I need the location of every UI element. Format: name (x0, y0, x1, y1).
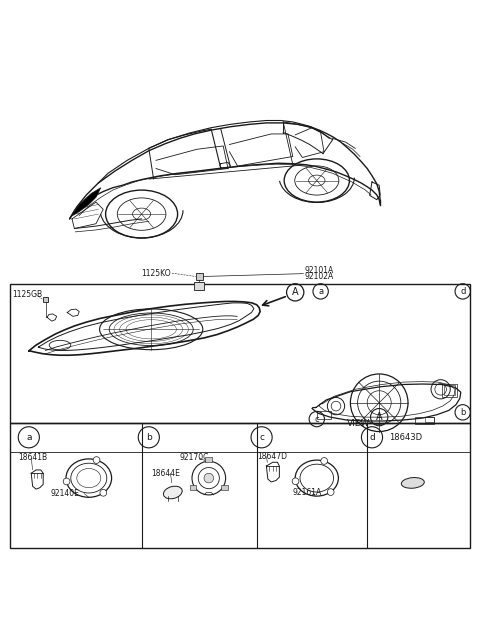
Ellipse shape (163, 486, 182, 499)
Bar (10, 284, 470, 423)
Polygon shape (70, 188, 101, 219)
Text: 1125GB: 1125GB (12, 290, 42, 299)
Ellipse shape (401, 478, 424, 488)
Text: b: b (460, 408, 466, 417)
Circle shape (204, 473, 214, 483)
Bar (317, 411, 331, 419)
Bar (190, 485, 196, 489)
Text: 18643D: 18643D (389, 432, 422, 442)
Text: a: a (318, 287, 323, 296)
Circle shape (93, 457, 100, 463)
Circle shape (292, 478, 299, 484)
Text: c: c (314, 414, 319, 424)
Text: 18647D: 18647D (257, 452, 287, 461)
Circle shape (63, 478, 70, 485)
Bar (425, 417, 434, 422)
Text: c: c (259, 432, 264, 442)
Text: 18644E: 18644E (151, 469, 180, 478)
Text: 92170C: 92170C (180, 454, 209, 462)
Bar (221, 485, 228, 489)
Text: A: A (292, 288, 299, 298)
Text: 92140E: 92140E (50, 489, 79, 498)
Circle shape (327, 489, 334, 496)
Text: a: a (26, 432, 32, 442)
Text: d: d (369, 432, 375, 442)
Bar (196, 273, 203, 280)
Bar (415, 417, 434, 424)
Bar (10, 423, 470, 548)
Text: 18641B: 18641B (18, 454, 48, 462)
Circle shape (321, 458, 327, 464)
Bar (442, 384, 457, 397)
Text: b: b (146, 432, 152, 442)
Text: VIEW: VIEW (347, 419, 370, 428)
Text: 92101A: 92101A (305, 266, 334, 275)
Text: d: d (460, 287, 466, 296)
Bar (43, 297, 48, 302)
Text: A: A (376, 412, 383, 422)
Circle shape (100, 489, 107, 496)
Bar (205, 458, 212, 462)
Text: 1125KO: 1125KO (141, 269, 170, 278)
Text: 92161A: 92161A (293, 488, 322, 497)
Text: 92102A: 92102A (305, 272, 334, 281)
Bar (444, 386, 455, 395)
Bar (194, 282, 204, 290)
